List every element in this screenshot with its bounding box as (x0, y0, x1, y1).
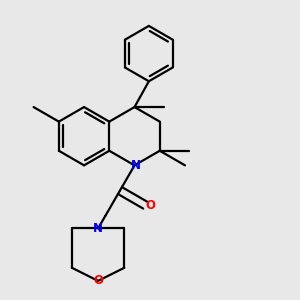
Text: N: N (131, 159, 141, 172)
Text: O: O (93, 274, 103, 287)
Text: O: O (146, 199, 156, 212)
Text: N: N (93, 222, 103, 235)
